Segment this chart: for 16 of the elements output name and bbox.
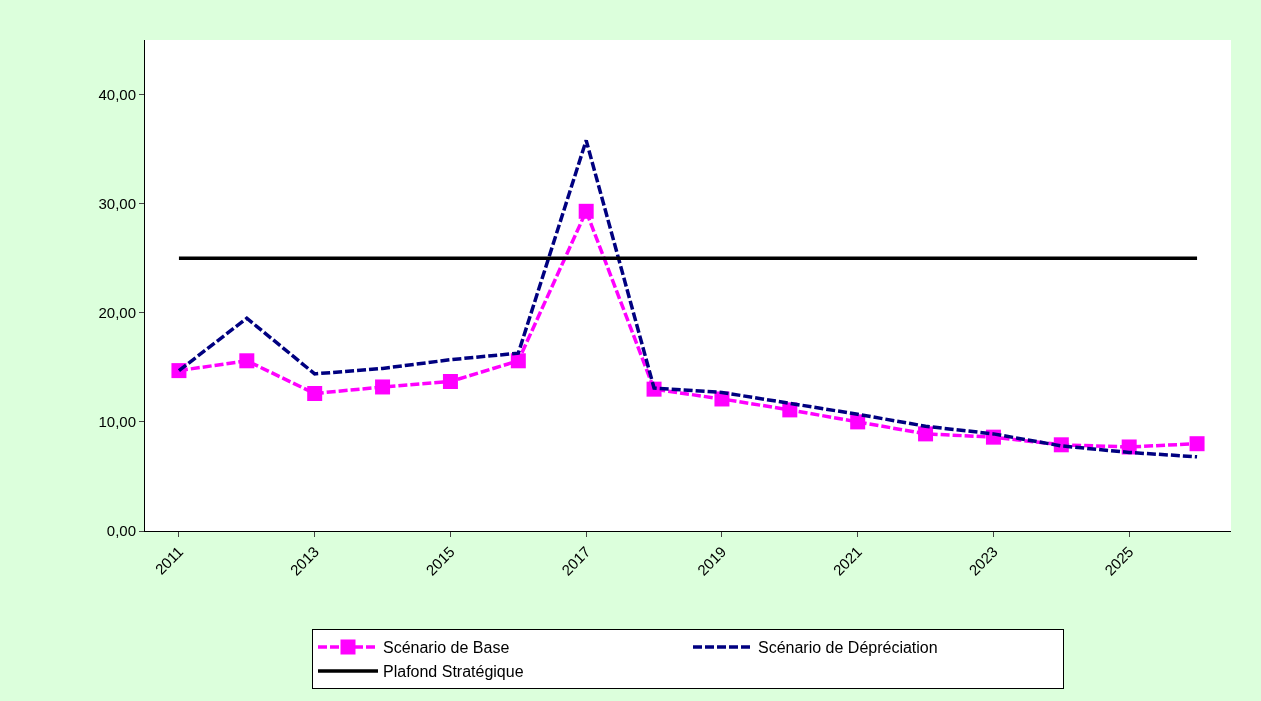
y-tick-label: 30,00 xyxy=(98,194,136,212)
y-tick-label: 20,00 xyxy=(98,304,136,322)
point xyxy=(307,386,323,402)
y-tick-label: 40,00 xyxy=(98,85,136,103)
legend-label: Plafond Stratégique xyxy=(383,663,524,681)
point xyxy=(578,203,594,219)
point xyxy=(375,379,391,395)
point xyxy=(1189,436,1205,452)
point xyxy=(442,374,458,390)
point xyxy=(239,353,255,369)
legend-label: Scénario de Dépréciation xyxy=(758,639,938,657)
y-tick-label: 0,00 xyxy=(106,522,136,540)
point xyxy=(918,426,934,442)
point xyxy=(510,353,526,369)
y-tick-label: 10,00 xyxy=(98,413,136,431)
legend-label: Scénario de Base xyxy=(383,639,510,657)
